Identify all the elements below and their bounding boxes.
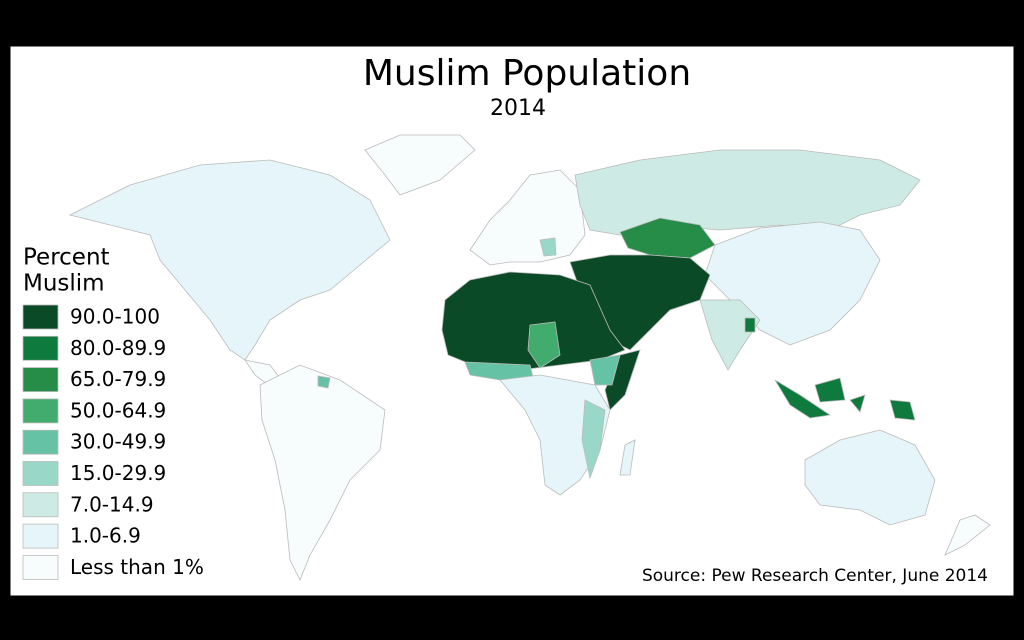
ethiopia <box>589 354 621 386</box>
legend-label: 65.0-79.9 <box>70 367 166 391</box>
russia <box>574 149 921 236</box>
australia <box>804 429 936 526</box>
indonesia <box>774 377 916 421</box>
legend-swatch <box>22 367 59 393</box>
north-africa <box>441 271 626 371</box>
suriname <box>317 375 331 389</box>
legend-label: 50.0-64.9 <box>70 398 166 422</box>
balkans <box>539 237 557 257</box>
legend-label: 7.0-14.9 <box>70 492 154 516</box>
north-america <box>68 159 391 361</box>
legend-swatch <box>22 492 59 518</box>
legend-label: Less than 1% <box>70 555 204 579</box>
legend-swatch <box>22 398 59 424</box>
legend-title: Muslim <box>23 271 105 297</box>
south-america <box>259 364 386 581</box>
greenland <box>364 134 476 196</box>
legend-swatch <box>22 304 59 330</box>
bangladesh <box>744 317 756 333</box>
legend-label: 80.0-89.9 <box>70 336 166 360</box>
source-note: Source: Pew Research Center, June 2014 <box>642 566 988 586</box>
legend-swatch <box>22 523 59 549</box>
new-zealand <box>944 514 991 556</box>
legend-swatch <box>22 335 59 361</box>
legend-label: 1.0-6.9 <box>70 524 141 548</box>
legend-label: 15.0-29.9 <box>70 461 166 485</box>
legend-swatch <box>22 461 59 486</box>
legend-label: 30.0-49.9 <box>70 430 166 454</box>
legend-swatch <box>22 429 59 455</box>
legend-label: 90.0-100 <box>70 305 160 329</box>
legend-title: Percent <box>23 245 110 271</box>
map-title: Muslim Population <box>363 53 691 94</box>
kazakhstan <box>619 217 716 259</box>
europe <box>469 169 586 266</box>
world-map <box>68 134 991 581</box>
madagascar <box>619 439 636 476</box>
nigeria <box>527 321 561 369</box>
legend-swatch <box>22 555 59 580</box>
map-subtitle: 2014 <box>490 96 546 121</box>
legend: 90.0-100 80.0-89.9 65.0-79.9 50.0-64.9 30.0-… <box>22 304 204 580</box>
east-africa-coast <box>581 399 606 480</box>
sub-saharan-africa <box>499 374 611 496</box>
south-asia <box>699 299 761 371</box>
